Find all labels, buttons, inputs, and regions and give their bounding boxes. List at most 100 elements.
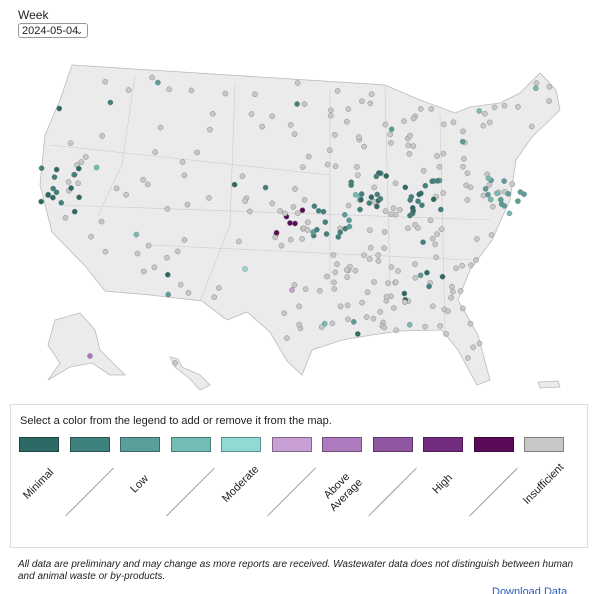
- site-dot: [371, 184, 378, 191]
- site-dot: [164, 254, 170, 261]
- site-dot: [157, 124, 164, 131]
- site-dot: [467, 320, 474, 327]
- site-dot: [381, 324, 388, 331]
- legend-swatch[interactable]: [473, 437, 514, 452]
- site-dot: [440, 150, 447, 157]
- legend-separators: [65, 467, 518, 517]
- dropdown-arrow[interactable]: ⌄: [75, 26, 83, 36]
- site-dot: [494, 190, 500, 197]
- site-dot: [296, 303, 302, 310]
- site-dot: [457, 288, 464, 294]
- site-dot: [473, 257, 479, 263]
- site-dot: [407, 197, 413, 203]
- site-dot: [181, 237, 188, 243]
- legend-swatch[interactable]: [423, 437, 463, 452]
- legend-swatch[interactable]: [69, 437, 110, 452]
- legend-swatch[interactable]: [372, 437, 413, 452]
- site-dot: [290, 204, 297, 210]
- download-link[interactable]: Download Data (CSV): [492, 586, 568, 594]
- site-dot: [181, 172, 188, 179]
- hawaii: [169, 356, 211, 391]
- site-dot: [287, 122, 294, 128]
- site-dot: [397, 207, 403, 213]
- site-dot: [277, 208, 283, 214]
- site-dot: [53, 166, 60, 173]
- legend-instruction: Select a color from the legend to add or…: [20, 415, 332, 427]
- site-dot: [377, 195, 384, 202]
- site-dot: [517, 189, 524, 195]
- site-dot: [352, 191, 359, 198]
- site-dot: [392, 180, 399, 187]
- site-dot: [98, 218, 105, 225]
- site-dot: [75, 180, 81, 187]
- site-dot: [429, 235, 436, 242]
- site-dot: [412, 261, 418, 267]
- site-dot: [259, 123, 266, 130]
- site-dot: [216, 285, 222, 291]
- site-dot: [509, 181, 516, 187]
- site-dot: [155, 79, 161, 86]
- site-dot: [185, 290, 192, 296]
- site-dot: [546, 83, 553, 90]
- site-dot: [273, 229, 280, 236]
- site-dot: [357, 206, 363, 213]
- site-dot: [359, 299, 365, 306]
- site-dot: [302, 286, 309, 292]
- site-dot: [449, 283, 455, 290]
- legend-swatch[interactable]: [19, 437, 59, 452]
- site-dot: [58, 199, 65, 206]
- site-dot: [305, 219, 311, 226]
- site-dot: [50, 194, 56, 201]
- site-dot: [358, 191, 365, 197]
- site-dot: [324, 273, 330, 280]
- site-dot: [346, 217, 352, 224]
- site-dot: [401, 299, 408, 305]
- site-dot: [440, 121, 447, 128]
- site-dot: [291, 282, 298, 288]
- legend-swatch[interactable]: [524, 437, 564, 452]
- site-dot: [125, 87, 132, 93]
- site-dot: [409, 205, 416, 211]
- site-dot: [350, 319, 357, 325]
- legend-swatch[interactable]: [271, 437, 312, 452]
- legend-swatch[interactable]: [120, 437, 160, 452]
- site-dot: [334, 261, 340, 267]
- site-dot: [465, 355, 471, 361]
- site-dot: [381, 245, 387, 251]
- site-dot: [151, 264, 158, 271]
- site-dot: [533, 80, 540, 86]
- site-dot: [461, 156, 467, 162]
- dropdown-value[interactable]: 2024-05-04: [22, 25, 79, 37]
- site-dot: [464, 197, 471, 203]
- site-dot: [242, 266, 248, 272]
- site-dot: [405, 225, 411, 231]
- site-dot: [301, 197, 308, 203]
- site-dot: [366, 256, 373, 262]
- week-dropdown[interactable]: 2024-05-04 ⌄: [18, 23, 88, 38]
- site-dot: [464, 170, 471, 176]
- site-dot: [222, 90, 229, 97]
- site-dot: [113, 185, 120, 192]
- site-dot: [361, 143, 367, 150]
- legend-swatch[interactable]: [221, 437, 261, 452]
- site-dot: [331, 279, 337, 286]
- site-dot: [374, 203, 380, 210]
- legend-separator: [267, 467, 316, 517]
- site-dot: [489, 203, 496, 210]
- site-dot: [332, 132, 338, 138]
- site-dot: [395, 268, 401, 274]
- site-dot: [235, 238, 242, 245]
- legend-swatch[interactable]: [322, 437, 362, 452]
- site-dot: [311, 203, 318, 210]
- site-dot: [291, 131, 298, 137]
- site-dot: [443, 331, 449, 337]
- site-dot: [354, 164, 360, 170]
- site-dot: [172, 360, 178, 366]
- site-dot: [412, 275, 419, 281]
- legend-swatch[interactable]: [170, 437, 211, 452]
- site-dot: [371, 279, 377, 285]
- site-dot: [68, 185, 74, 191]
- site-dot: [438, 226, 445, 232]
- site-dot: [439, 273, 446, 280]
